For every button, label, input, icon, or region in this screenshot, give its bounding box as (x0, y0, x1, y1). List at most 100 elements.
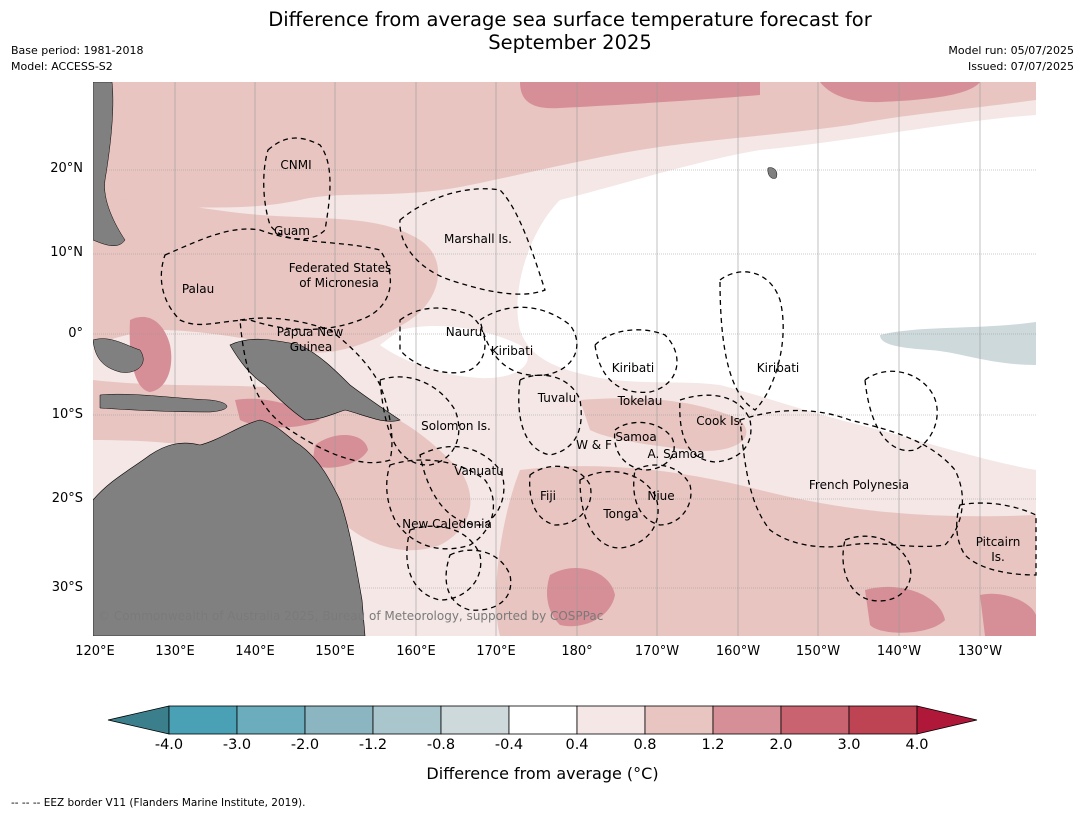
region-label-kiribati-west: Kiribati (490, 344, 534, 358)
lon-tick-label: 130°E (155, 644, 195, 659)
colorbar-bin (712, 705, 782, 735)
colorbar-tick-label: -3.0 (222, 737, 252, 753)
region-label-fsm-line1: Federated States (288, 261, 392, 275)
lat-tick-label: 0° (68, 326, 83, 341)
australia-landmass (93, 419, 366, 636)
colorbar-bin (644, 705, 714, 735)
indonesia-islands (93, 338, 144, 373)
base-period: Base period: 1981-2018 (11, 44, 144, 57)
region-label-pitcairn-line2: Is. (991, 550, 1005, 564)
region-label-fiji: Fiji (539, 489, 557, 503)
lat-tick-label: 20°S (51, 491, 83, 506)
colorbar-bin (576, 705, 646, 735)
colorbar-bin (168, 705, 238, 735)
colorbar-tick-label: 2.0 (769, 737, 793, 753)
colorbar-bin (440, 705, 510, 735)
region-label-guam: Guam (274, 224, 310, 238)
region-label-new-caledonia: New Caledonia (402, 517, 492, 531)
sst-warm-strong (312, 434, 368, 468)
region-label-samoa: Samoa (615, 430, 657, 444)
sst-warm-west (93, 198, 439, 353)
lat-tick-label: 30°S (51, 580, 83, 595)
region-label-american-samoa: A. Samoa (647, 447, 705, 461)
sst-warm-strong (235, 398, 320, 428)
colorbar-bin (236, 705, 306, 735)
lon-tick-label: 150°E (315, 644, 355, 659)
colorbar-title: Difference from average (°C) (426, 764, 659, 783)
sst-warm-strong (520, 82, 760, 109)
region-label-pitcairn-line1: Pitcairn (975, 535, 1021, 549)
colorbar-bin (372, 705, 442, 735)
sst-warm-north (93, 82, 1036, 215)
region-label-kiribati-east: Kiribati (756, 361, 800, 375)
eez-footnote: -- -- -- EEZ border V11 (Flanders Marine… (11, 797, 306, 809)
issued-date: Issued: 07/07/2025 (967, 60, 1074, 73)
lon-tick-label: 140°W (876, 644, 922, 659)
colorbar-bin (508, 705, 578, 735)
colorbar-bin (304, 705, 374, 735)
sst-warm-strong (820, 82, 980, 103)
lon-tick-label: 160°E (396, 644, 436, 659)
colorbar-tick-label: 0.4 (565, 737, 589, 753)
colorbar-tick-label: -1.2 (358, 737, 388, 753)
philippines-islands (93, 82, 126, 246)
copyright-notice: © Commonwealth of Australia 2025, Bureau… (98, 609, 604, 623)
sst-neutral-region (380, 325, 528, 379)
region-label-png-line2: Guinea (289, 340, 333, 354)
map-title-line1: Difference from average sea surface temp… (268, 8, 872, 31)
colorbar-tick-label: 0.8 (633, 737, 657, 753)
info-left: Base period: 1981-2018 Model: ACCESS-S2 (11, 43, 143, 75)
region-label-png-line1: Papua New (276, 325, 344, 339)
region-label-wallis-futuna: W & F (576, 438, 612, 452)
colorbar-tick-label: 4.0 (905, 737, 929, 753)
region-label-palau: Palau (181, 282, 215, 296)
region-label-marshall-islands: Marshall Is. (444, 232, 512, 246)
colorbar-tick-label: -0.8 (426, 737, 456, 753)
colorbar-tick-label: 1.2 (701, 737, 725, 753)
region-label-niue: Niue (647, 489, 675, 503)
region-label-french-polynesia: French Polynesia (808, 478, 910, 492)
lat-tick-label: 20°N (50, 161, 83, 176)
colorbar-tick-label: -0.4 (494, 737, 524, 753)
hawaii-islands (767, 167, 778, 179)
lon-tick-label: 170°E (476, 644, 516, 659)
new-guinea-landmass (229, 338, 401, 422)
region-label-cook-islands: Cook Is. (696, 414, 744, 428)
lon-tick-label: 160°W (715, 644, 761, 659)
sst-warm-strong (547, 567, 615, 627)
colorbar-extend-low (107, 705, 170, 735)
region-label-kiribati-central: Kiribati (611, 361, 655, 375)
eez-borders (160, 137, 1037, 611)
lon-tick-label: 170°W (634, 644, 680, 659)
colorbar-tick-label: -2.0 (290, 737, 320, 753)
colorbar-tick-label: -4.0 (154, 737, 184, 753)
model-run: Model run: 05/07/2025 (948, 44, 1074, 57)
colorbar-tick-label: 3.0 (837, 737, 861, 753)
sst-warm-strong (980, 593, 1036, 636)
lat-tick-label: 10°S (51, 407, 83, 422)
sst-warm-mid (580, 398, 747, 451)
lat-tick-label: 10°N (50, 245, 83, 260)
region-label-nauru: Nauru (445, 325, 483, 339)
region-label-tonga: Tonga (603, 507, 639, 521)
sst-warm-strong (129, 316, 172, 392)
colorbar-bin (780, 705, 850, 735)
map-title: Difference from average sea surface temp… (0, 8, 1085, 54)
region-label-solomon-islands: Solomon Is. (421, 419, 491, 433)
lon-tick-label: 130°W (957, 644, 1003, 659)
colorbar-bin (848, 705, 918, 735)
region-label-tokelau: Tokelau (617, 394, 663, 408)
region-label-vanuatu: Vanuatu (454, 464, 504, 478)
sst-warm-strong (865, 586, 945, 633)
map-title-line2: September 2025 (488, 31, 652, 54)
region-label-cnmi: CNMI (280, 158, 312, 172)
info-right: Model run: 05/07/2025 Issued: 07/07/2025 (948, 43, 1074, 75)
lon-tick-label: 140°E (235, 644, 275, 659)
region-label-fsm-line2: of Micronesia (299, 276, 379, 290)
indonesia-islands (99, 393, 228, 413)
lon-tick-label: 150°W (795, 644, 841, 659)
lon-tick-label: 180° (561, 644, 593, 659)
lon-tick-label: 120°E (75, 644, 115, 659)
